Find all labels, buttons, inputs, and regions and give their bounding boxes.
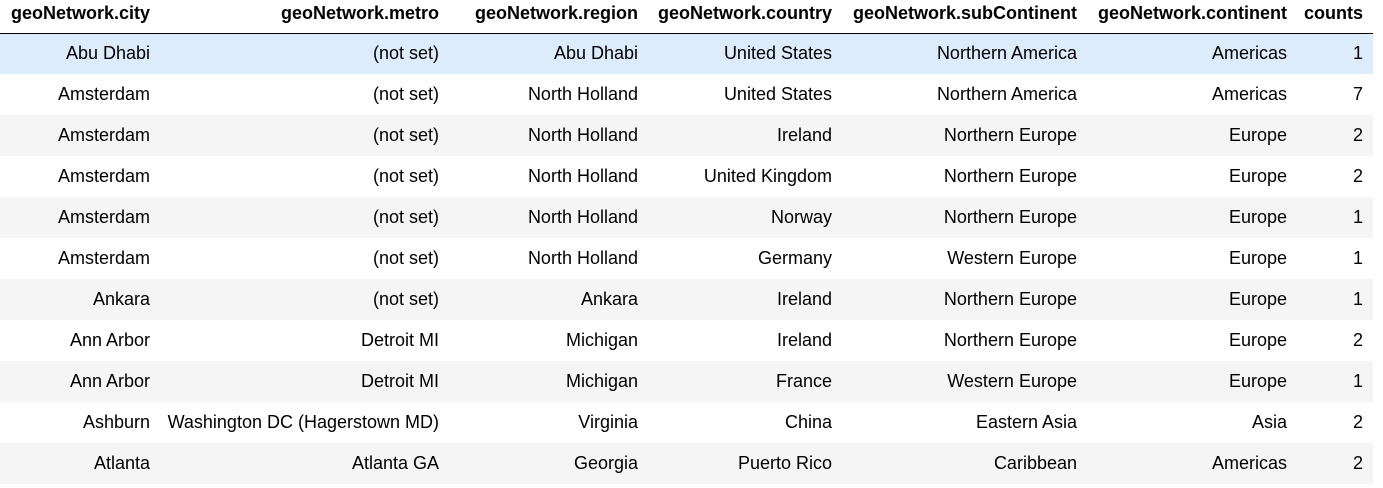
cell-subcontinent: Northern America	[842, 33, 1087, 74]
cell-metro: Detroit MI	[360, 330, 439, 350]
cell-metro: Atlanta GA	[351, 453, 439, 473]
cell-country: Ireland	[776, 125, 832, 145]
cell-city: Ashburn	[82, 412, 150, 432]
cell-city: Ann Arbor	[69, 330, 150, 350]
cell-region: Michigan	[565, 330, 638, 350]
cell-country: United Kingdom	[703, 166, 832, 186]
cell-city: Amsterdam	[57, 166, 150, 186]
cell-metro: (not set)	[372, 248, 439, 268]
cell-continent: Europe	[1228, 207, 1287, 227]
table-row: Amsterdam (not set) North Holland United…	[0, 74, 1373, 115]
cell-region: Georgia	[573, 453, 638, 473]
cell-continent: Europe	[1228, 289, 1287, 309]
cell-counts: 1	[1352, 248, 1363, 268]
cell-counts: 2	[1352, 453, 1363, 473]
cell-counts: 7	[1352, 84, 1363, 104]
cell-metro: (not set)	[372, 84, 439, 104]
cell-country: United States	[648, 33, 842, 74]
cell-city: Ann Arbor	[69, 371, 150, 391]
table-header: geoNetwork.city geoNetwork.metro geoNetw…	[0, 0, 1373, 34]
cell-counts: 1	[1297, 33, 1373, 74]
cell-region: Michigan	[565, 371, 638, 391]
cell-subcontinent: Eastern Asia	[975, 412, 1077, 432]
cell-city: Amsterdam	[57, 84, 150, 104]
cell-counts: 2	[1352, 125, 1363, 145]
cell-continent: Americas	[1087, 33, 1297, 74]
column-header-metro: geoNetwork.metro	[160, 0, 449, 34]
cell-region: North Holland	[527, 166, 638, 186]
cell-city: Abu Dhabi	[0, 33, 160, 74]
cell-continent: Europe	[1228, 166, 1287, 186]
table-row: Ann Arbor Detroit MI Michigan Ireland No…	[0, 320, 1373, 361]
cell-counts: 1	[1352, 207, 1363, 227]
cell-region: Virginia	[578, 412, 638, 432]
cell-counts: 1	[1352, 371, 1363, 391]
cell-counts: 2	[1352, 166, 1363, 186]
cell-metro: (not set)	[160, 33, 449, 74]
cell-metro: (not set)	[372, 289, 439, 309]
header-row: geoNetwork.city geoNetwork.metro geoNetw…	[0, 0, 1373, 34]
cell-metro: Detroit MI	[360, 371, 439, 391]
table-row: Amsterdam (not set) North Holland Irelan…	[0, 115, 1373, 156]
cell-counts: 2	[1352, 330, 1363, 350]
cell-subcontinent: Northern America	[936, 84, 1077, 104]
cell-region: North Holland	[527, 248, 638, 268]
table-body: Abu Dhabi (not set) Abu Dhabi United Sta…	[0, 33, 1373, 484]
cell-metro: (not set)	[372, 166, 439, 186]
cell-continent: Asia	[1251, 412, 1287, 432]
cell-metro: (not set)	[372, 207, 439, 227]
cell-country: Norway	[770, 207, 832, 227]
cell-continent: Europe	[1228, 125, 1287, 145]
cell-city: Amsterdam	[57, 125, 150, 145]
cell-continent: Americas	[1211, 84, 1287, 104]
cell-continent: Europe	[1228, 330, 1287, 350]
cell-subcontinent: Western Europe	[947, 371, 1077, 391]
table-row: Ankara (not set) Ankara Ireland Northern…	[0, 279, 1373, 320]
table-row: Ashburn Washington DC (Hagerstown MD) Vi…	[0, 402, 1373, 443]
cell-counts: 2	[1352, 412, 1363, 432]
cell-country: Ireland	[776, 330, 832, 350]
table-row: Amsterdam (not set) North Holland Norway…	[0, 197, 1373, 238]
cell-region: Ankara	[580, 289, 638, 309]
cell-country: France	[775, 371, 832, 391]
cell-subcontinent: Northern Europe	[943, 330, 1077, 350]
cell-city: Atlanta	[93, 453, 150, 473]
column-header-continent: geoNetwork.continent	[1087, 0, 1297, 34]
table-row: Amsterdam (not set) North Holland German…	[0, 238, 1373, 279]
cell-counts: 1	[1352, 289, 1363, 309]
cell-country: Ireland	[776, 289, 832, 309]
cell-subcontinent: Northern Europe	[943, 207, 1077, 227]
cell-continent: Europe	[1228, 371, 1287, 391]
cell-metro: Washington DC (Hagerstown MD)	[167, 412, 439, 432]
cell-region: North Holland	[527, 207, 638, 227]
cell-subcontinent: Western Europe	[947, 248, 1077, 268]
column-header-subcontinent: geoNetwork.subContinent	[842, 0, 1087, 34]
cell-subcontinent: Northern Europe	[943, 289, 1077, 309]
cell-country: Puerto Rico	[737, 453, 832, 473]
cell-country: Germany	[757, 248, 832, 268]
table-row: Atlanta Atlanta GA Georgia Puerto Rico C…	[0, 443, 1373, 484]
cell-metro: (not set)	[372, 125, 439, 145]
cell-city: Ankara	[92, 289, 150, 309]
table-row: Abu Dhabi (not set) Abu Dhabi United Sta…	[0, 33, 1373, 74]
cell-continent: Europe	[1228, 248, 1287, 268]
column-header-country: geoNetwork.country	[648, 0, 842, 34]
table-row: Amsterdam (not set) North Holland United…	[0, 156, 1373, 197]
cell-city: Amsterdam	[57, 207, 150, 227]
cell-region: Abu Dhabi	[449, 33, 648, 74]
cell-subcontinent: Northern Europe	[943, 125, 1077, 145]
cell-country: United States	[723, 84, 832, 104]
cell-country: China	[784, 412, 832, 432]
cell-region: North Holland	[527, 125, 638, 145]
cell-continent: Americas	[1211, 453, 1287, 473]
cell-subcontinent: Caribbean	[993, 453, 1077, 473]
cell-region: North Holland	[527, 84, 638, 104]
column-header-counts: counts	[1297, 0, 1373, 34]
table-row: Ann Arbor Detroit MI Michigan France Wes…	[0, 361, 1373, 402]
cell-subcontinent: Northern Europe	[943, 166, 1077, 186]
column-header-region: geoNetwork.region	[449, 0, 648, 34]
column-header-city: geoNetwork.city	[0, 0, 160, 34]
cell-city: Amsterdam	[57, 248, 150, 268]
